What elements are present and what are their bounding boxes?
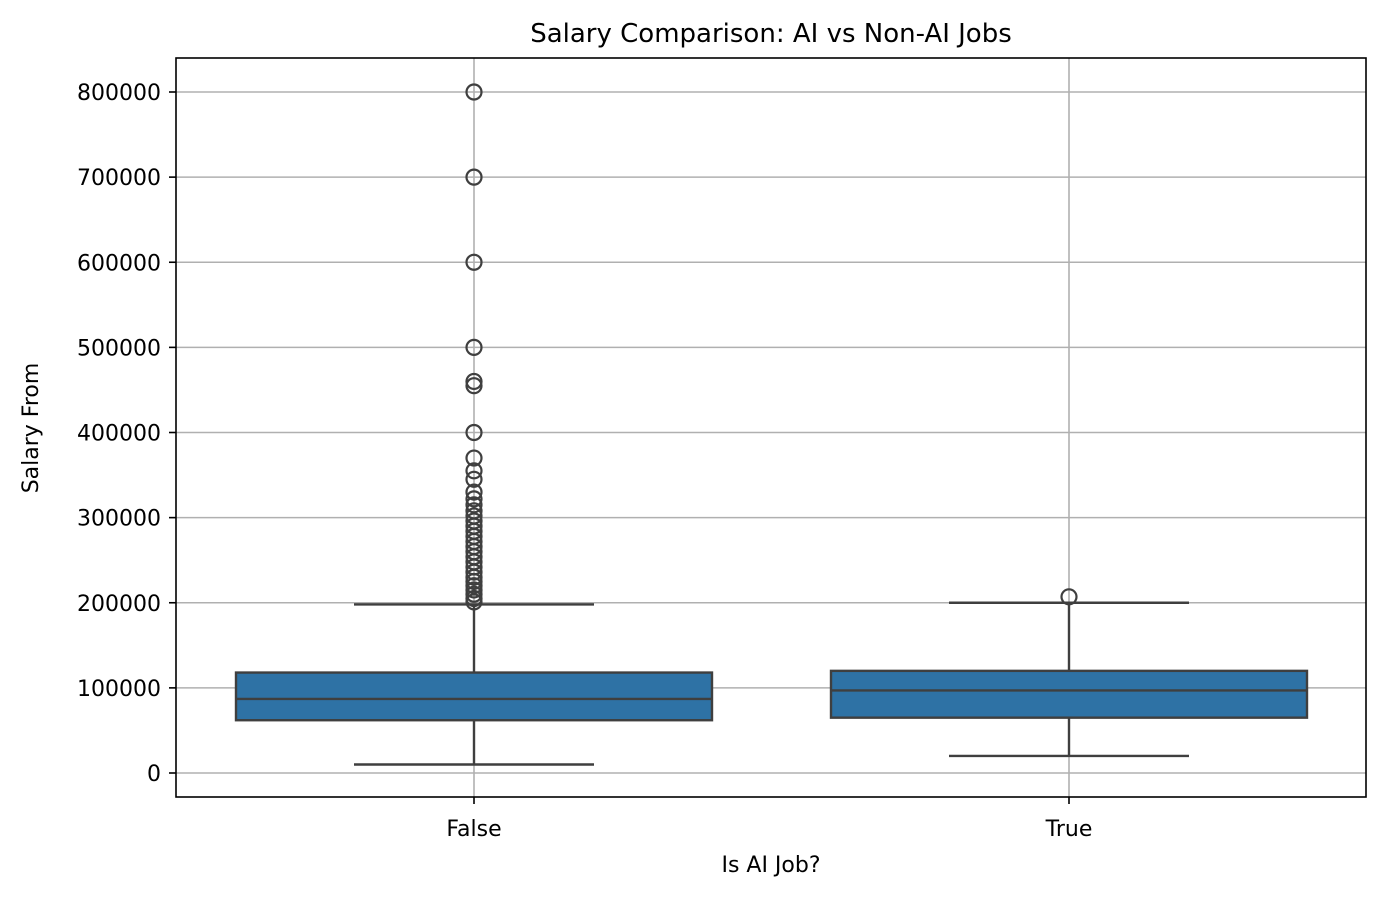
y-tick-label: 400000 <box>77 422 161 447</box>
outlier-point <box>1060 588 1078 606</box>
y-tick-label: 300000 <box>77 507 161 532</box>
x-tick-label: True <box>1045 817 1093 842</box>
y-tick-label: 800000 <box>77 81 161 106</box>
outlier-point <box>465 563 483 581</box>
outlier-point <box>465 253 483 271</box>
outlier-point <box>465 496 483 514</box>
iqr-box <box>234 671 714 722</box>
outlier-point <box>465 490 483 508</box>
y-tick-label: 0 <box>147 762 161 787</box>
outlier-point <box>465 577 483 595</box>
outlier-point <box>465 372 483 391</box>
y-tick-label: 700000 <box>77 166 161 191</box>
outlier-point <box>465 581 483 599</box>
y-tick-label: 200000 <box>77 592 161 617</box>
y-tick-label: 500000 <box>77 336 161 361</box>
outlier-point <box>465 593 483 611</box>
y-axis-label: Salary From <box>19 363 44 494</box>
x-tick-label: False <box>446 817 501 842</box>
iqr-box <box>829 669 1309 719</box>
box-layer <box>234 83 1309 766</box>
x-axis-label: Is AI Job? <box>721 853 820 878</box>
outlier-point <box>465 377 483 395</box>
outlier-point <box>465 585 483 603</box>
outlier-point <box>465 168 483 186</box>
outlier-point <box>465 572 483 591</box>
box-group-true <box>829 588 1309 758</box>
chart-title: Salary Comparison: AI vs Non-AI Jobs <box>530 19 1012 49</box>
box-group-false <box>234 83 714 766</box>
outlier-point <box>465 470 483 488</box>
outlier-point <box>465 449 483 467</box>
outlier-point <box>465 483 483 501</box>
outlier-point <box>465 423 483 442</box>
outlier-point <box>465 568 483 586</box>
y-tick-label: 100000 <box>77 677 161 702</box>
outlier-point <box>465 462 483 480</box>
outlier-point <box>465 338 483 356</box>
tick-layer: 0 100000 200000 300000 400000 500000 600000 700… <box>77 81 1092 842</box>
outlier-point <box>465 83 483 101</box>
y-tick-label: 600000 <box>77 251 161 276</box>
plot-frame <box>175 57 1367 798</box>
